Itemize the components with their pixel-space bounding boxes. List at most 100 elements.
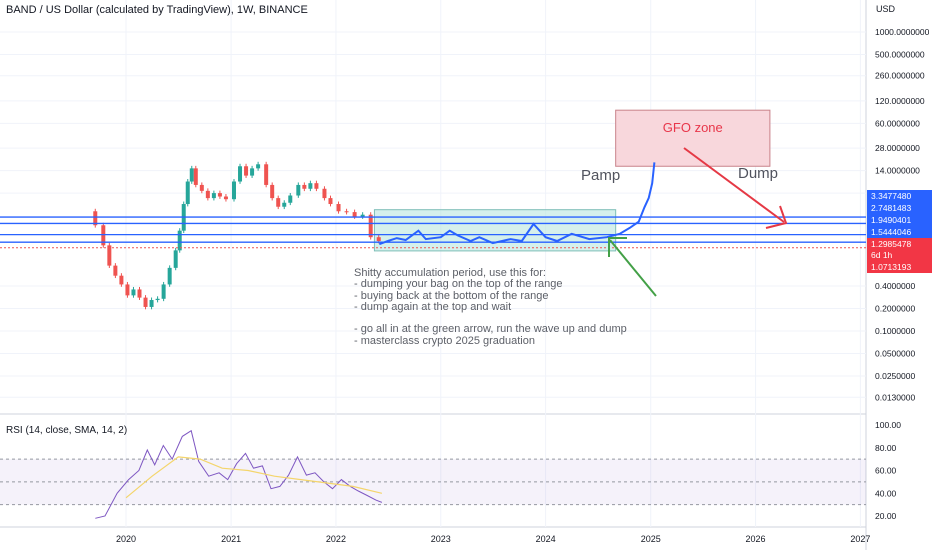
candle-body: [205, 190, 210, 199]
y-tick-label: 14.0000000: [875, 166, 920, 176]
candle-body: [125, 284, 130, 296]
candle-body: [328, 198, 333, 205]
candle-body: [137, 289, 142, 298]
price-label-box: [867, 214, 932, 226]
candle-body: [302, 184, 307, 189]
rsi-ma-line: [125, 456, 383, 499]
grid-layer: [0, 0, 866, 527]
price-label-text: 1.0713193: [871, 262, 911, 272]
candle-body: [211, 193, 216, 199]
candle-body: [177, 230, 182, 251]
lines-layer: [0, 162, 866, 249]
pamp-label: Pamp: [581, 167, 620, 184]
candle-body: [113, 265, 118, 276]
candle-body: [199, 184, 204, 191]
candle-body: [288, 195, 293, 203]
price-label-box: [867, 190, 932, 202]
entry-arrow: [609, 239, 657, 297]
candle-body: [238, 166, 243, 182]
annotation-front-layer: GFO zone Pamp Dump: [581, 120, 788, 297]
candle-body: [336, 204, 341, 212]
candle-body: [360, 214, 365, 217]
candle-body: [344, 211, 349, 213]
candle-body: [93, 211, 98, 226]
candles-layer: [93, 161, 381, 310]
candle-body: [352, 212, 357, 217]
rsi-layer: 100.00 80.00 60.00 40.00 20.00: [0, 420, 901, 521]
axes-layer: 2020 2021 2022 2023 2024 2025 2026 2027 USD 1000.…: [116, 4, 932, 544]
price-label-text: 1.9490401: [871, 215, 911, 225]
y-tick-label: 0.1000000: [875, 326, 915, 336]
price-label-text: 1.2985478: [871, 239, 911, 249]
dump-arrow: [683, 147, 785, 223]
rsi-tick-label: 40.00: [875, 488, 897, 498]
rsi-title: RSI (14, close, SMA, 14, 2): [6, 425, 128, 436]
candle-body: [223, 196, 228, 200]
candle-body: [270, 184, 275, 199]
x-tick-label: 2021: [221, 534, 241, 544]
entry-arrowhead: [608, 237, 627, 257]
gfo-zone-label: GFO zone: [663, 120, 723, 135]
candle-body: [322, 188, 327, 199]
candle-body: [149, 300, 154, 307]
rsi-line: [95, 429, 383, 519]
y-tick-label: 0.0500000: [875, 349, 915, 359]
candle-body: [368, 214, 373, 238]
price-label-text: 3.3477480: [871, 191, 911, 201]
candle-body: [185, 181, 190, 205]
candle-body: [131, 289, 136, 296]
candle-body: [189, 168, 194, 182]
candle-body: [161, 284, 166, 299]
candle-body: [376, 237, 381, 242]
y-tick-label: 120.0000000: [875, 96, 925, 106]
x-tick-label: 2025: [641, 534, 661, 544]
y-tick-label: 28.0000000: [875, 143, 920, 153]
y-tick-label: 500.0000000: [875, 50, 925, 60]
price-label-box: [867, 238, 932, 250]
rsi-tick-label: 20.00: [875, 511, 897, 521]
x-tick-label: 2027: [850, 534, 870, 544]
price-label-text: 2.7481483: [871, 203, 911, 213]
y-tick-label: 260.0000000: [875, 71, 925, 81]
candle-body: [101, 225, 106, 246]
candle-body: [173, 250, 178, 268]
y-axis-unit: USD: [876, 4, 896, 14]
candle-body: [217, 193, 222, 197]
y-tick-label: 0.2000000: [875, 304, 915, 314]
candle-body: [119, 275, 124, 285]
price-label-box: [867, 261, 932, 273]
price-label-text: 6d 1h: [871, 250, 893, 260]
candle-body: [231, 181, 236, 200]
y-tick-label: 60.0000000: [875, 118, 920, 128]
x-tick-label: 2024: [536, 534, 556, 544]
chart-title: BAND / US Dollar (calculated by TradingV…: [6, 4, 308, 16]
y-tick-label: 0.0130000: [875, 392, 915, 402]
gfo-zone-box: [615, 109, 771, 167]
x-tick-label: 2020: [116, 534, 136, 544]
candle-body: [314, 183, 319, 189]
candle-body: [276, 198, 281, 207]
price-label-box: [867, 249, 932, 261]
candle-body: [244, 166, 249, 176]
price-label-box: [867, 226, 932, 238]
candle-body: [143, 297, 148, 307]
candle-body: [256, 164, 261, 169]
y-tick-label: 0.4000000: [875, 281, 915, 291]
candle-body: [155, 298, 160, 301]
price-label-box: [867, 202, 932, 214]
dump-arrowhead: [765, 205, 788, 229]
x-tick-label: 2023: [431, 534, 451, 544]
annotation-note: Shitty accumulation period, use this for…: [354, 267, 627, 347]
accumulation-range-box: [373, 209, 617, 252]
x-tick-label: 2026: [746, 534, 766, 544]
rsi-tick-label: 80.00: [875, 443, 897, 453]
candle-body: [193, 168, 198, 185]
candle-body: [296, 184, 301, 196]
rsi-tick-label: 100.00: [875, 420, 901, 430]
candle-body: [264, 164, 269, 185]
y-tick-label: 1000.0000000: [875, 27, 930, 37]
candle-body: [282, 202, 287, 207]
candle-body: [308, 183, 313, 189]
